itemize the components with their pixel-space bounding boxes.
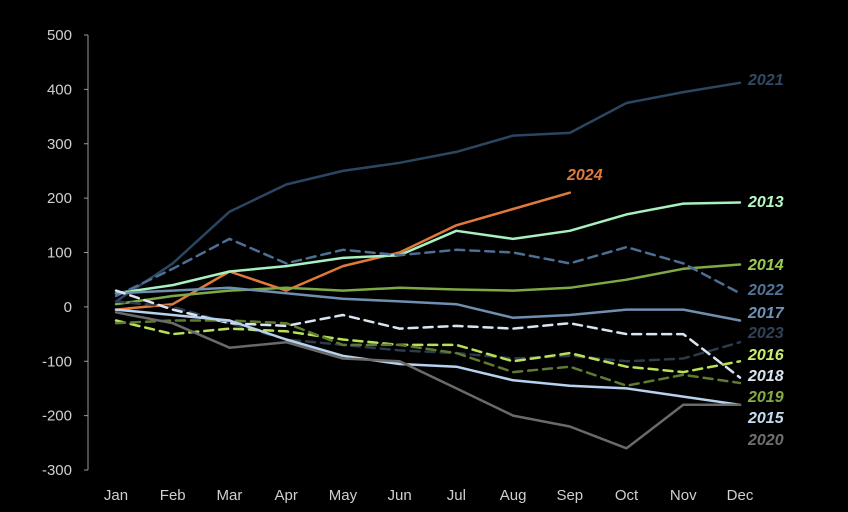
x-axis: Jan Feb Mar Apr May Jun Jul Aug Sep Oct Nov Dec xyxy=(104,487,754,504)
y-tick-label: -300 xyxy=(42,462,72,479)
x-tick-label: Apr xyxy=(275,487,298,504)
y-tick-label: 200 xyxy=(47,190,72,207)
series-label-2020: 2020 xyxy=(747,432,784,449)
series-line-2022 xyxy=(114,237,742,298)
series-label-2017: 2017 xyxy=(747,305,785,322)
x-tick-label: Dec xyxy=(727,487,754,504)
x-tick-label: Sep xyxy=(556,487,583,504)
series-lines xyxy=(114,81,742,450)
x-tick-label: Aug xyxy=(500,487,527,504)
y-tick-label: 400 xyxy=(47,81,72,98)
x-tick-label: Jul xyxy=(447,487,466,504)
series-label-2019: 2019 xyxy=(747,389,784,406)
series-label-2014: 2014 xyxy=(747,257,784,274)
series-line-2013 xyxy=(114,201,742,295)
series-line-2020 xyxy=(114,311,742,450)
y-tick-label: -200 xyxy=(42,408,72,425)
series-labels: 2021 2024 2013 2014 2022 2017 2023 2016 2018 2019… xyxy=(566,72,785,449)
series-label-2021: 2021 xyxy=(747,72,784,89)
x-tick-label: May xyxy=(329,487,358,504)
series-label-2015: 2015 xyxy=(747,410,785,427)
series-line-2016 xyxy=(114,319,742,374)
series-line-2015 xyxy=(114,308,742,407)
x-tick-label: Jun xyxy=(388,487,412,504)
y-tick-label: 300 xyxy=(47,136,72,153)
series-label-2013: 2013 xyxy=(747,194,784,211)
series-line-2021 xyxy=(114,81,742,303)
x-tick-label: Nov xyxy=(670,487,697,504)
series-label-2018: 2018 xyxy=(747,368,784,385)
x-tick-label: Mar xyxy=(217,487,243,504)
series-label-2023: 2023 xyxy=(747,325,784,342)
y-tick-label: -100 xyxy=(42,353,72,370)
y-axis: 500 400 300 200 100 0 -100 -200 -300 xyxy=(42,27,89,479)
series-line-2017 xyxy=(114,286,742,322)
series-label-2022: 2022 xyxy=(747,282,784,299)
y-tick-label: 0 xyxy=(64,299,72,316)
series-label-2024: 2024 xyxy=(566,167,603,184)
series-line-2014 xyxy=(114,263,742,306)
y-tick-label: 100 xyxy=(47,245,72,262)
x-tick-label: Jan xyxy=(104,487,128,504)
series-label-2016: 2016 xyxy=(747,347,784,364)
y-tick-label: 500 xyxy=(47,27,72,44)
x-tick-label: Feb xyxy=(160,487,186,504)
x-tick-label: Oct xyxy=(615,487,639,504)
